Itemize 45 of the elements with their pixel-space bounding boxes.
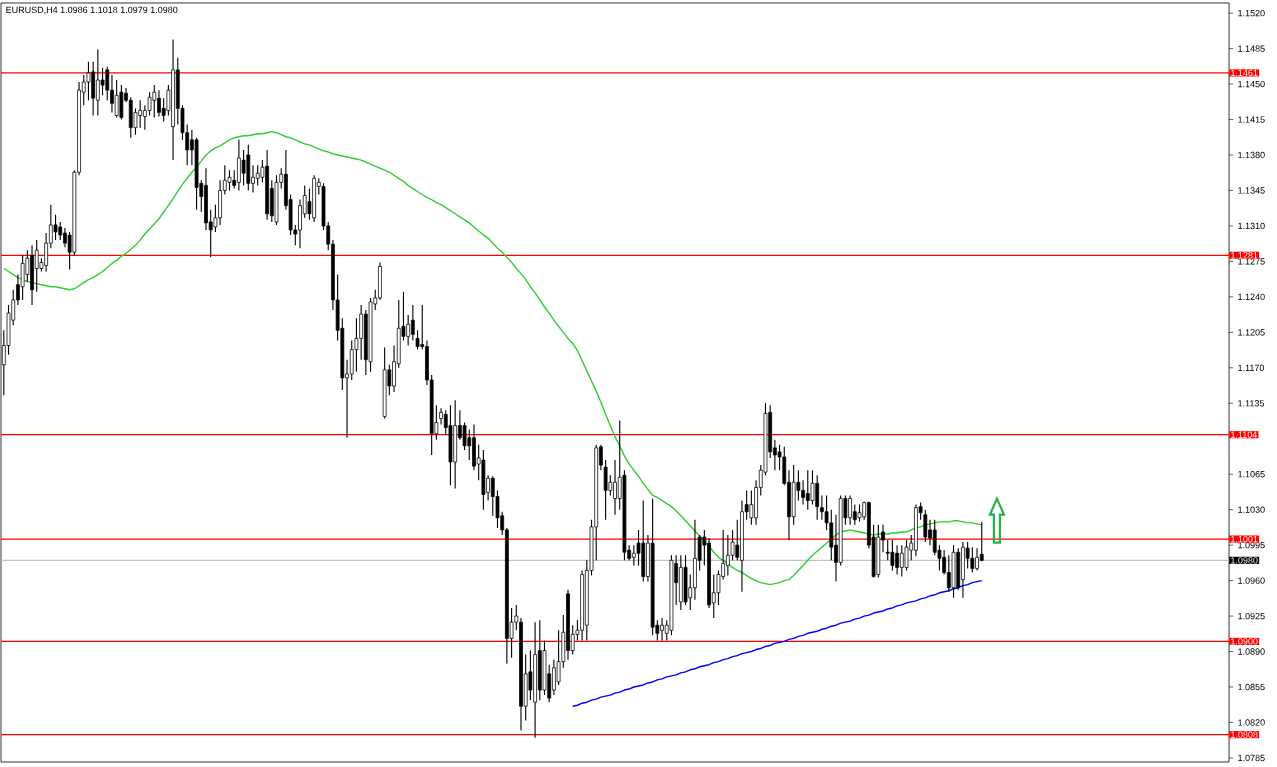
candlestick bbox=[274, 174, 279, 226]
y-tick-label: 1.0785 bbox=[1238, 754, 1265, 762]
candlestick bbox=[86, 61, 91, 101]
ref-line-label: 1.1281 bbox=[1231, 252, 1258, 259]
candlestick bbox=[20, 254, 25, 301]
ref-line-label: 1.0900 bbox=[1231, 638, 1258, 645]
candlestick bbox=[481, 449, 486, 511]
ref-line-label: 1.0980 bbox=[1231, 557, 1258, 564]
ref-line-label: 1.1461 bbox=[1231, 69, 1258, 77]
y-tick-label: 1.1310 bbox=[1238, 222, 1265, 230]
candlestick bbox=[542, 639, 547, 696]
y-tick-label: 1.1170 bbox=[1238, 364, 1265, 371]
candlestick bbox=[241, 149, 246, 186]
y-tick-label: 1.0820 bbox=[1238, 719, 1265, 726]
y-tick-label: 1.1275 bbox=[1238, 258, 1265, 265]
candlestick bbox=[53, 214, 58, 241]
y-tick-label: 1.0995 bbox=[1238, 541, 1265, 549]
y-tick-label: 1.1065 bbox=[1238, 471, 1265, 478]
candlestick bbox=[119, 84, 124, 121]
ref-line-label: 1.0808 bbox=[1231, 731, 1258, 738]
ref-line-label: 1.1104 bbox=[1231, 431, 1258, 438]
y-tick-label: 1.1450 bbox=[1238, 80, 1265, 88]
candlestick bbox=[669, 554, 674, 636]
y-tick-label: 1.1205 bbox=[1238, 329, 1265, 336]
y-tick-label: 1.1415 bbox=[1238, 116, 1265, 123]
candlestick bbox=[857, 504, 862, 523]
candlestick bbox=[904, 539, 909, 572]
y-tick-label: 1.1380 bbox=[1238, 151, 1265, 159]
ref-line-label: 1.1001 bbox=[1231, 535, 1258, 543]
y-tick-label: 1.0925 bbox=[1238, 612, 1265, 620]
candlestick bbox=[749, 489, 754, 526]
y-tick-label: 1.0890 bbox=[1238, 648, 1265, 655]
candlestick bbox=[448, 404, 453, 486]
y-tick-label: 1.0855 bbox=[1238, 683, 1265, 691]
candlestick bbox=[923, 509, 928, 543]
y-tick-label: 1.1135 bbox=[1238, 400, 1265, 407]
y-tick-label: 1.0960 bbox=[1238, 577, 1265, 584]
y-tick-label: 1.1485 bbox=[1238, 45, 1265, 52]
y-tick-label: 1.1030 bbox=[1238, 506, 1265, 513]
y-tick-label: 1.1240 bbox=[1238, 293, 1265, 301]
candlestick bbox=[650, 497, 655, 636]
chart-title: EURUSD,H4 1.0986 1.1018 1.0979 1.0980 bbox=[6, 6, 178, 15]
y-tick-label: 1.1520 bbox=[1238, 9, 1265, 17]
candlestick bbox=[622, 469, 627, 561]
y-tick-label: 1.1345 bbox=[1238, 187, 1265, 194]
